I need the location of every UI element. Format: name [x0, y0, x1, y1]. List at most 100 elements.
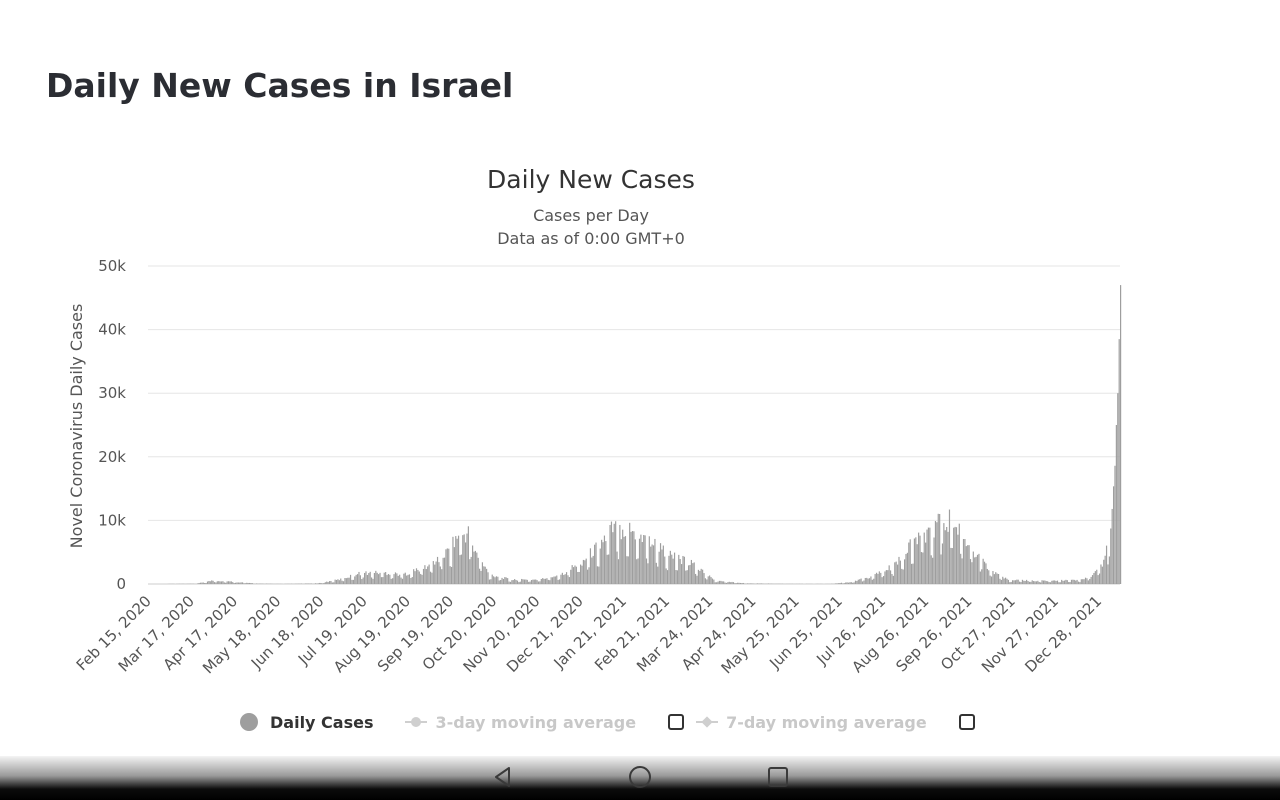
- bar[interactable]: [530, 580, 533, 584]
- bar[interactable]: [352, 579, 354, 584]
- bar[interactable]: [843, 583, 845, 584]
- bar[interactable]: [337, 579, 339, 584]
- bar[interactable]: [936, 522, 938, 584]
- bar[interactable]: [751, 583, 753, 584]
- bar[interactable]: [435, 561, 437, 584]
- legend-item-7day-average[interactable]: 7-day moving average: [696, 713, 927, 732]
- 7day-average-checkbox[interactable]: [958, 714, 975, 730]
- bar[interactable]: [672, 558, 674, 584]
- bar[interactable]: [361, 579, 363, 584]
- bar[interactable]: [406, 575, 408, 584]
- bar[interactable]: [446, 548, 448, 584]
- bar[interactable]: [836, 583, 838, 584]
- bar[interactable]: [354, 576, 356, 584]
- bar[interactable]: [385, 572, 387, 584]
- bar[interactable]: [1062, 580, 1064, 584]
- bar[interactable]: [842, 583, 844, 584]
- bar[interactable]: [1013, 580, 1015, 584]
- bar[interactable]: [399, 574, 401, 584]
- bar[interactable]: [846, 582, 848, 584]
- bar[interactable]: [241, 582, 244, 584]
- bar[interactable]: [636, 559, 638, 584]
- bar[interactable]: [575, 566, 577, 584]
- bar[interactable]: [706, 579, 708, 584]
- bar[interactable]: [916, 544, 918, 584]
- bar[interactable]: [356, 574, 359, 584]
- bar[interactable]: [1073, 579, 1075, 584]
- bar[interactable]: [922, 552, 924, 584]
- bar[interactable]: [845, 582, 847, 584]
- bar[interactable]: [629, 522, 631, 584]
- bar[interactable]: [748, 583, 750, 584]
- bar[interactable]: [230, 581, 232, 584]
- bar[interactable]: [619, 524, 621, 584]
- bar[interactable]: [926, 529, 928, 584]
- bar[interactable]: [532, 579, 534, 584]
- bar[interactable]: [1086, 578, 1088, 584]
- bar[interactable]: [434, 564, 436, 584]
- bar[interactable]: [529, 581, 531, 584]
- bar[interactable]: [588, 567, 590, 584]
- recent-apps-icon[interactable]: [765, 764, 791, 790]
- bar[interactable]: [371, 577, 373, 584]
- bar[interactable]: [1034, 581, 1036, 584]
- bar[interactable]: [379, 572, 381, 584]
- bar[interactable]: [723, 581, 725, 584]
- bar[interactable]: [1083, 579, 1085, 584]
- bar[interactable]: [449, 566, 451, 584]
- bar[interactable]: [1023, 580, 1025, 584]
- bar[interactable]: [925, 542, 927, 584]
- bar[interactable]: [1063, 580, 1066, 584]
- bar[interactable]: [550, 577, 552, 584]
- bar[interactable]: [849, 582, 851, 584]
- bar[interactable]: [307, 583, 310, 585]
- bar[interactable]: [316, 583, 318, 584]
- bar[interactable]: [376, 572, 378, 584]
- bar[interactable]: [251, 583, 253, 584]
- bar[interactable]: [742, 582, 744, 584]
- bar[interactable]: [702, 569, 704, 584]
- bar[interactable]: [989, 575, 991, 584]
- bar[interactable]: [601, 539, 603, 584]
- bar[interactable]: [202, 582, 204, 584]
- bar[interactable]: [413, 569, 415, 584]
- bar[interactable]: [944, 530, 946, 584]
- bar[interactable]: [908, 542, 910, 584]
- bar[interactable]: [859, 579, 861, 584]
- bar[interactable]: [759, 583, 761, 584]
- bar[interactable]: [1027, 581, 1029, 584]
- bar[interactable]: [1114, 465, 1116, 584]
- bar[interactable]: [490, 579, 492, 584]
- bar[interactable]: [709, 575, 711, 584]
- bar[interactable]: [208, 580, 210, 584]
- bar[interactable]: [328, 581, 331, 584]
- bar[interactable]: [1059, 582, 1061, 584]
- bar[interactable]: [219, 581, 221, 584]
- bar[interactable]: [1075, 580, 1077, 584]
- bar[interactable]: [1007, 579, 1009, 584]
- bar[interactable]: [502, 578, 505, 584]
- bar[interactable]: [1042, 580, 1045, 584]
- bar[interactable]: [591, 557, 593, 584]
- bar[interactable]: [1017, 579, 1019, 584]
- bar[interactable]: [519, 581, 521, 584]
- bar[interactable]: [957, 534, 959, 584]
- bar[interactable]: [543, 578, 545, 584]
- bar[interactable]: [508, 581, 510, 584]
- bar[interactable]: [958, 523, 960, 584]
- bar[interactable]: [422, 568, 425, 584]
- bar[interactable]: [889, 570, 892, 584]
- bar[interactable]: [209, 581, 211, 584]
- bar[interactable]: [728, 581, 730, 584]
- bar[interactable]: [689, 564, 691, 584]
- bar[interactable]: [854, 580, 857, 584]
- bar[interactable]: [874, 574, 876, 584]
- bar[interactable]: [1058, 582, 1060, 584]
- bar[interactable]: [661, 549, 663, 584]
- bar[interactable]: [572, 567, 575, 584]
- bar[interactable]: [904, 559, 906, 584]
- bar[interactable]: [595, 542, 597, 584]
- bar[interactable]: [1030, 581, 1032, 584]
- bar[interactable]: [624, 536, 627, 584]
- bar[interactable]: [450, 566, 453, 584]
